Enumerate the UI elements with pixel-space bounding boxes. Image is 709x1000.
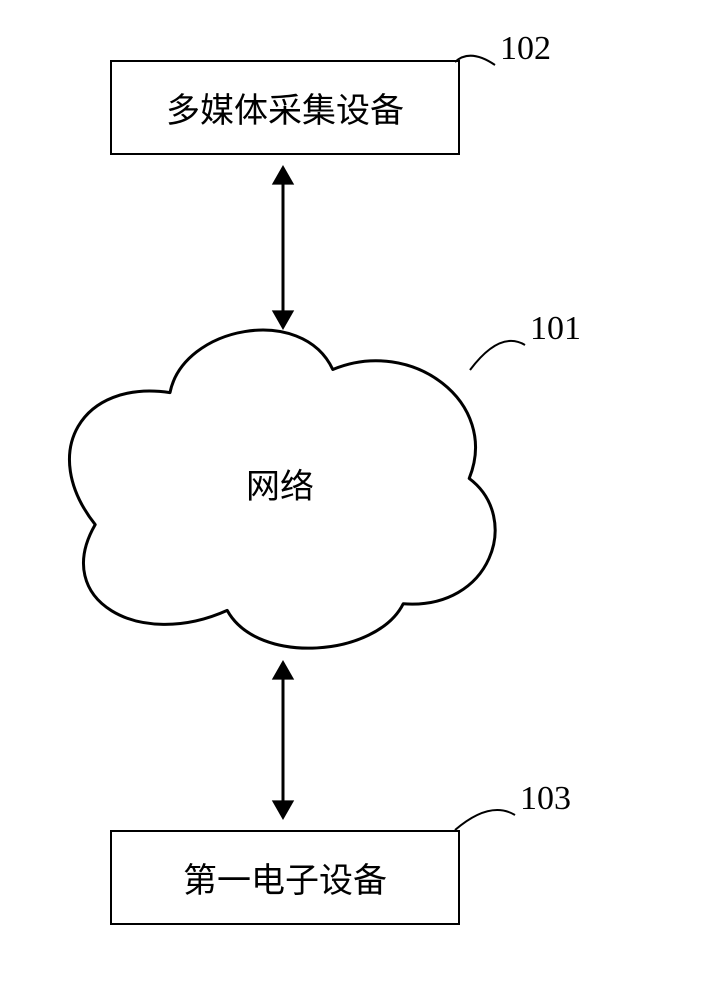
diagram-canvas: 多媒体采集设备 网络 第一电子设备 102 101 103 — [0, 0, 709, 1000]
arrow-bottom — [0, 0, 709, 1000]
